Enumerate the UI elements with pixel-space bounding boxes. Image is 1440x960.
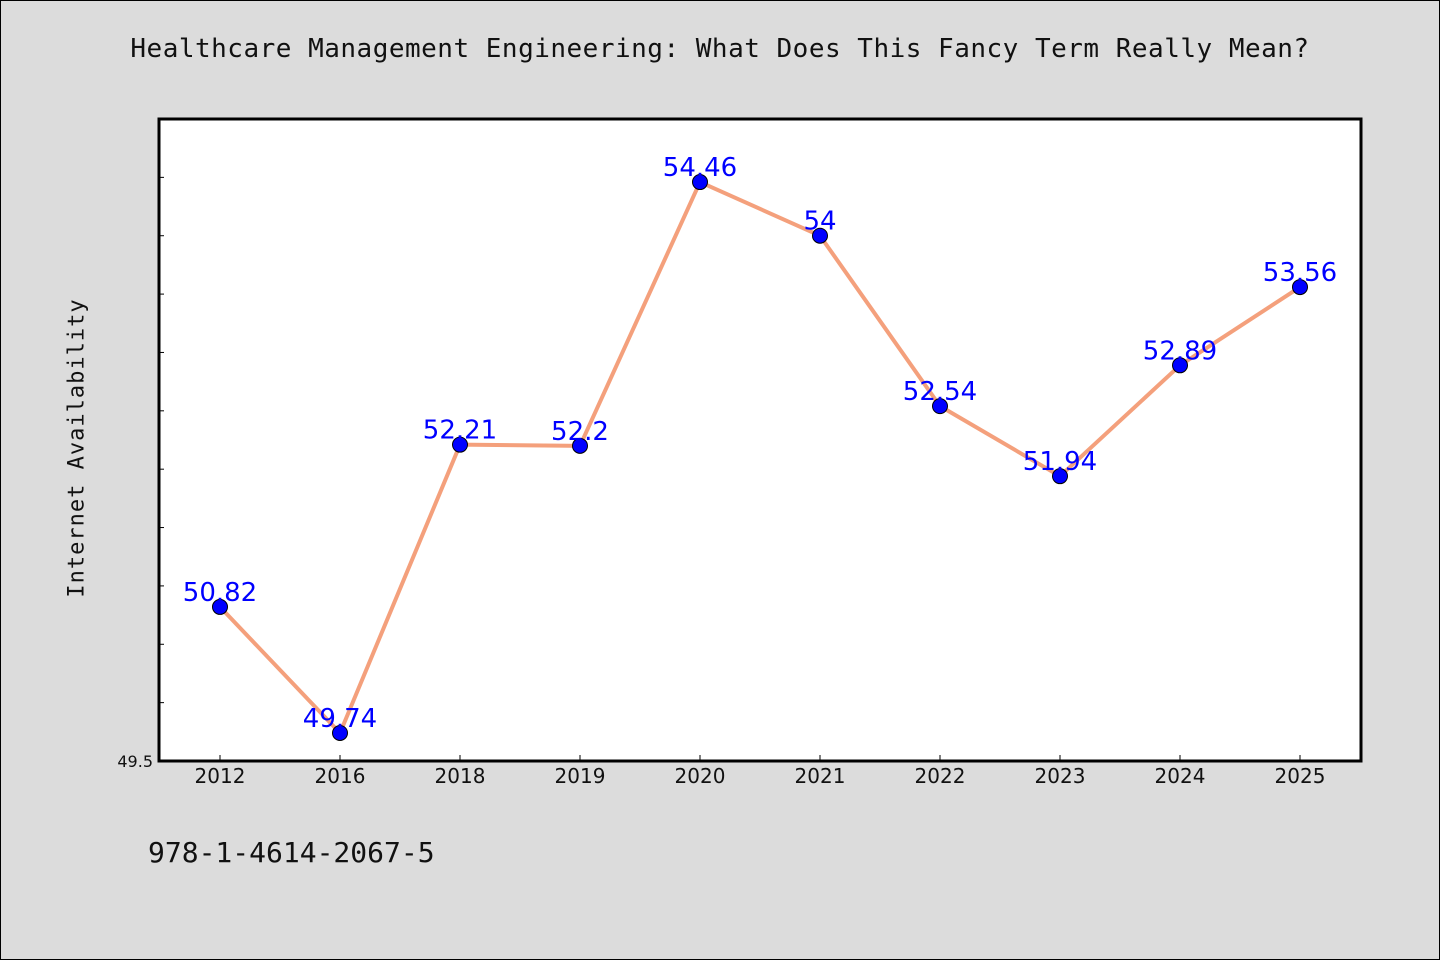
x-tick-label: 2020 (675, 764, 726, 788)
data-markers (212, 174, 1308, 741)
data-point (932, 398, 948, 415)
y-ticks: 49.5 (117, 176, 164, 771)
data-point (692, 174, 708, 191)
y-tick-label: 49.5 (117, 752, 153, 771)
chart-title: Healthcare Management Engineering: What … (130, 34, 1310, 64)
data-label: 54.46 (663, 153, 737, 183)
series-line (218, 180, 1302, 735)
data-point (332, 724, 348, 741)
x-tick-label: 2023 (1035, 764, 1086, 788)
data-label: 50.82 (183, 578, 257, 608)
x-tick-label: 2012 (195, 764, 246, 788)
isbn-footer: 978-1-4614-2067-5 (148, 836, 435, 869)
data-point (1172, 357, 1188, 374)
x-tick-label: 2016 (315, 764, 366, 788)
data-label: 53.56 (1263, 258, 1337, 288)
x-tick-label: 2018 (435, 764, 486, 788)
plot-area (157, 117, 1363, 763)
data-point (812, 227, 828, 244)
data-label: 51.94 (1023, 447, 1097, 477)
data-label: 54 (803, 207, 836, 237)
data-point (572, 437, 588, 454)
data-labels: 50.82 49.74 52.21 52.2 54.46 54 52.54 51.94 52.8… (183, 153, 1337, 734)
data-point (1052, 468, 1068, 485)
data-point (212, 598, 228, 615)
x-ticks: 2012 2016 2018 2019 2020 2021 2022 2023 2024 2025 (195, 755, 1326, 788)
data-label: 52.21 (423, 416, 497, 446)
data-label: 52.89 (1143, 336, 1217, 366)
x-tick-label: 2022 (915, 764, 966, 788)
data-label: 52.54 (903, 377, 977, 407)
data-label: 52.2 (551, 417, 609, 447)
data-point (452, 436, 468, 453)
x-tick-label: 2025 (1275, 764, 1326, 788)
data-point (1292, 279, 1308, 296)
x-tick-label: 2019 (555, 764, 606, 788)
x-tick-label: 2021 (795, 764, 846, 788)
data-label: 49.74 (303, 704, 377, 734)
x-tick-label: 2024 (1155, 764, 1206, 788)
